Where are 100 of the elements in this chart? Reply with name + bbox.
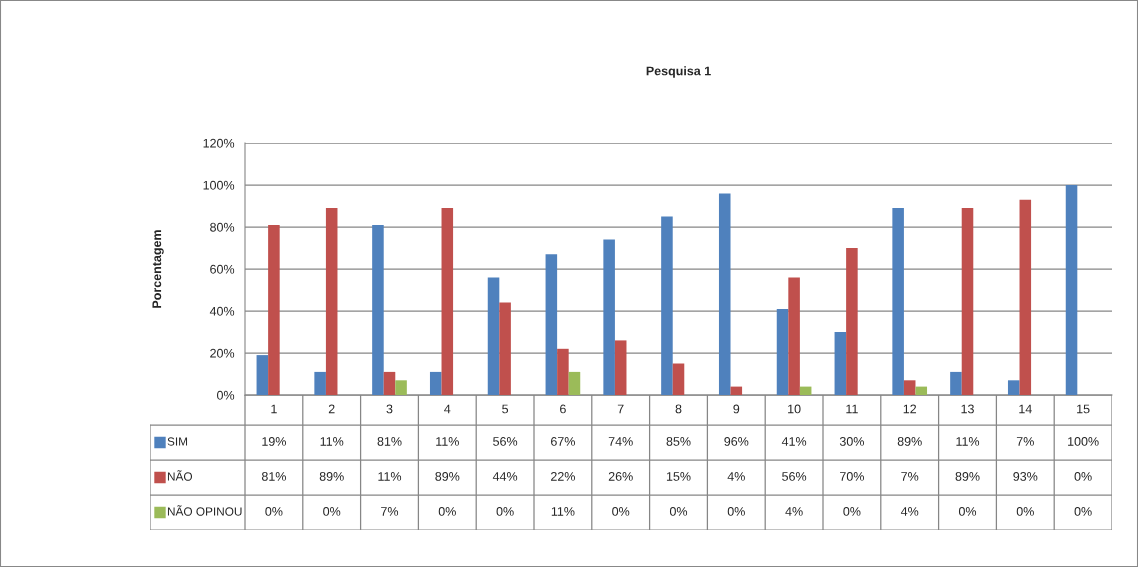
bar [1007, 380, 1020, 395]
bar [1065, 185, 1078, 395]
data-label: 0% [1074, 507, 1092, 516]
data-label: 0% [1074, 472, 1092, 481]
data-label: 0% [265, 507, 283, 516]
bar [603, 239, 615, 395]
bar [718, 193, 731, 395]
legend-label: NÃO OPINOU [167, 505, 242, 516]
data-label: 89% [955, 472, 980, 481]
y-axis-title: Porcentagem [152, 230, 164, 308]
data-label: 7% [1016, 437, 1034, 446]
y-tick-label: 100% [203, 180, 235, 190]
bar [487, 277, 500, 395]
bar [961, 208, 974, 395]
data-label: 89% [319, 472, 344, 481]
data-label: 96% [724, 437, 749, 446]
x-tick-label: 14 [1019, 404, 1032, 414]
data-label: 11% [436, 437, 459, 446]
bar [314, 371, 326, 395]
bar [892, 208, 904, 395]
data-label: 0% [843, 507, 861, 516]
data-label: 81% [261, 472, 286, 481]
bar [429, 371, 442, 395]
data-label: 74% [608, 437, 633, 446]
x-tick-label: 13 [961, 404, 974, 414]
data-label: 11% [320, 437, 344, 446]
data-label: 4% [900, 507, 919, 516]
bar [776, 308, 789, 395]
x-tick-label: 12 [903, 404, 917, 414]
x-tick-label: 9 [733, 404, 740, 414]
data-label: 0% [323, 507, 341, 516]
x-tick-label: 7 [617, 404, 624, 414]
bar [661, 216, 673, 395]
legend-label: NÃO [167, 470, 193, 481]
data-label: 11% [956, 437, 980, 446]
x-tick-label: 11 [846, 404, 858, 414]
data-label: 81% [377, 437, 402, 446]
data-label: 19% [262, 437, 286, 446]
data-label: 44% [492, 472, 518, 481]
data-label: 4% [727, 472, 745, 481]
data-label: 0% [958, 507, 977, 516]
bar [499, 302, 511, 395]
data-label: 0% [669, 507, 688, 516]
data-label: 89% [897, 437, 922, 446]
bar [799, 386, 812, 395]
x-tick-label: 15 [1077, 404, 1090, 414]
x-tick-label: 1 [271, 404, 277, 414]
data-label: 4% [785, 507, 803, 516]
y-tick-label: 0% [217, 390, 235, 400]
data-label: 67% [551, 437, 575, 446]
bar [441, 208, 454, 395]
y-tick-label: 120% [203, 138, 235, 148]
data-label: 15% [666, 472, 691, 481]
x-tick-label: 10 [788, 404, 801, 414]
x-tick-label: 3 [386, 404, 393, 414]
bar [557, 348, 569, 395]
y-tick-label: 60% [210, 264, 235, 274]
data-label: 7% [901, 472, 919, 481]
bar [1019, 199, 1032, 395]
x-tick-label: 4 [444, 404, 451, 414]
bar [903, 380, 916, 395]
x-tick-label: 5 [502, 404, 509, 414]
legend-label: SIM [167, 437, 188, 446]
bar [915, 386, 928, 395]
bar [545, 254, 558, 395]
data-label: 89% [435, 472, 460, 481]
bar [846, 248, 858, 395]
y-tick-label: 20% [210, 348, 235, 358]
x-tick-label: 6 [560, 404, 566, 414]
bar [672, 363, 685, 395]
bar [325, 208, 338, 395]
data-label: 0% [727, 507, 745, 516]
data-label: 85% [666, 437, 691, 446]
data-label: 7% [381, 507, 399, 516]
bar [950, 371, 962, 395]
data-label: 26% [608, 472, 633, 481]
data-label: 22% [551, 472, 575, 481]
bar [383, 371, 396, 395]
chart-title: Pesquisa 1 [646, 66, 711, 78]
data-label: 0% [438, 507, 456, 516]
data-label: 100% [1068, 437, 1099, 446]
y-tick-label: 80% [210, 222, 235, 232]
bar [256, 355, 269, 395]
bar [372, 224, 384, 395]
data-label: 56% [493, 437, 518, 446]
data-label: 41% [781, 437, 807, 446]
bar [568, 371, 581, 395]
data-label: 30% [839, 437, 864, 446]
data-label: 11% [378, 472, 402, 481]
bar [268, 224, 280, 395]
bar [834, 332, 847, 395]
bar [788, 277, 800, 395]
bar [614, 340, 627, 395]
bar [730, 386, 743, 395]
x-tick-label: 2 [328, 404, 335, 414]
data-label: 70% [840, 472, 864, 481]
data-label: 56% [782, 472, 807, 481]
data-label: 0% [612, 507, 630, 516]
bar [395, 380, 407, 395]
data-label: 0% [496, 507, 514, 516]
